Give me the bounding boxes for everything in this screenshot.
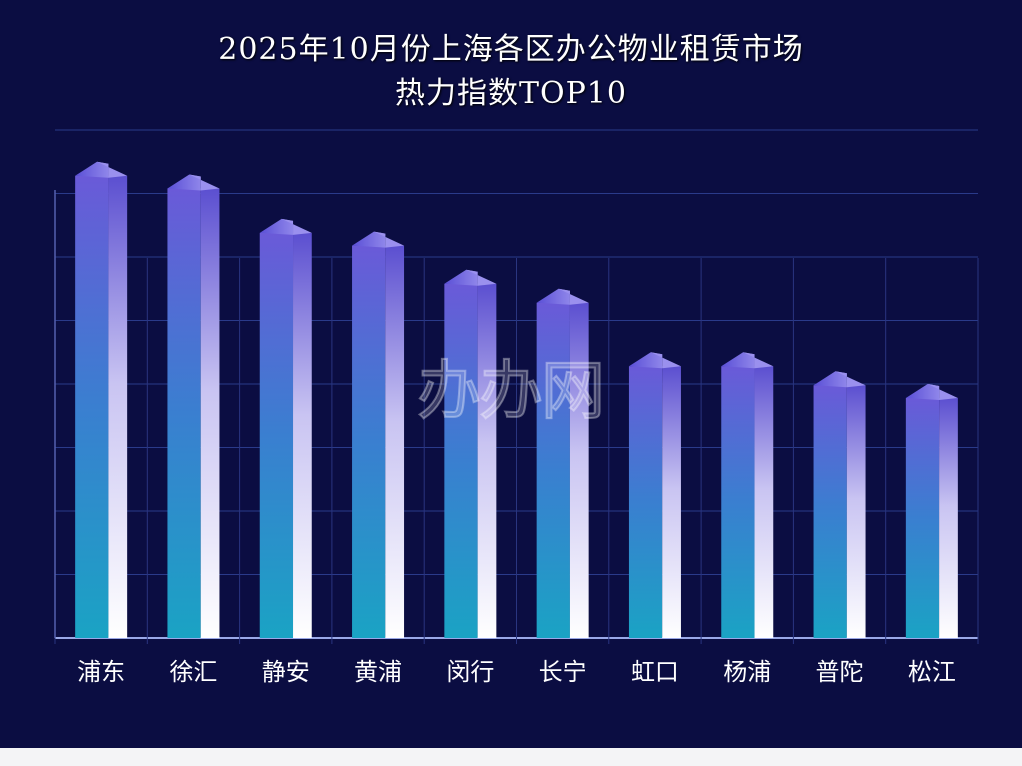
bar-side — [477, 283, 497, 638]
bar-face — [628, 366, 663, 638]
bar-face — [444, 283, 478, 638]
bar-cap-side — [189, 174, 220, 191]
x-tick-label: 闵行 — [446, 658, 494, 686]
bottom-strip — [0, 748, 1022, 766]
chart-area: 2025年10月份上海各区办公物业租赁市场 热力指数TOP10 浦东 徐汇 静安 黄浦… — [54, 32, 979, 686]
bar-cap — [905, 384, 940, 400]
watermark-logo: 办办网 — [416, 354, 606, 430]
bar-cap-side — [96, 161, 128, 178]
bar-cap — [536, 288, 570, 305]
bar-cap-side — [835, 371, 866, 388]
bar — [259, 218, 312, 638]
bar-cap — [259, 218, 294, 235]
bar-cap — [75, 161, 109, 178]
bar-face — [536, 302, 570, 638]
bar-cap — [444, 269, 478, 286]
bar-face — [352, 245, 386, 638]
bar — [721, 352, 774, 638]
x-tick-label: 虹口 — [631, 658, 679, 686]
chart-subtitle: 热力指数TOP10 — [395, 76, 627, 111]
bar-side — [569, 302, 589, 638]
bar-face — [167, 188, 201, 638]
bar-side — [662, 366, 681, 638]
bar — [628, 352, 681, 638]
bars — [75, 161, 958, 638]
x-tick-label: 杨浦 — [723, 658, 771, 686]
bar-face — [721, 366, 755, 638]
bar-cap-side — [558, 288, 589, 305]
bar-chart: 浦东 徐汇 静安 黄浦 闵行 长宁 虹口 杨浦 普陀 松江 — [54, 129, 979, 686]
bar-side — [754, 366, 774, 638]
category-labels: 浦东 徐汇 静安 黄浦 闵行 长宁 虹口 杨浦 普陀 松江 — [77, 658, 956, 686]
bar — [536, 288, 589, 638]
x-tick-label: 普陀 — [816, 658, 864, 686]
bar-side — [200, 188, 220, 638]
bar-cap — [352, 231, 386, 248]
bar — [167, 174, 220, 638]
bar-cap — [628, 352, 663, 369]
bar-cap — [167, 174, 201, 191]
bar-cap-side — [650, 352, 681, 369]
bar-cap-side — [927, 384, 958, 400]
bar-side — [108, 175, 128, 638]
bar-side — [293, 232, 312, 638]
bar-cap — [721, 352, 755, 369]
x-tick-label: 黄浦 — [354, 658, 402, 686]
bar — [75, 161, 128, 638]
bar-cap — [813, 371, 847, 388]
bar-side — [385, 245, 405, 638]
bar — [444, 269, 497, 638]
bar — [813, 371, 866, 638]
bar-cap-side — [281, 218, 312, 235]
bar-cap-side — [373, 231, 405, 248]
bar-face — [259, 232, 294, 638]
bar-face — [905, 398, 940, 638]
x-tick-label: 长宁 — [539, 658, 587, 686]
x-tick-label: 静安 — [262, 658, 310, 686]
x-tick-label: 徐汇 — [169, 658, 217, 686]
bar — [352, 231, 405, 638]
bar-side — [939, 398, 958, 638]
x-tick-label: 浦东 — [77, 658, 125, 686]
bar — [905, 384, 958, 638]
bar-cap-side — [466, 269, 497, 286]
bar-face — [813, 385, 847, 638]
bar-side — [846, 385, 866, 638]
bar-cap-side — [743, 352, 774, 369]
bar-face — [75, 175, 109, 638]
chart-title: 2025年10月份上海各区办公物业租赁市场 — [218, 32, 804, 67]
x-tick-label: 松江 — [908, 658, 956, 686]
